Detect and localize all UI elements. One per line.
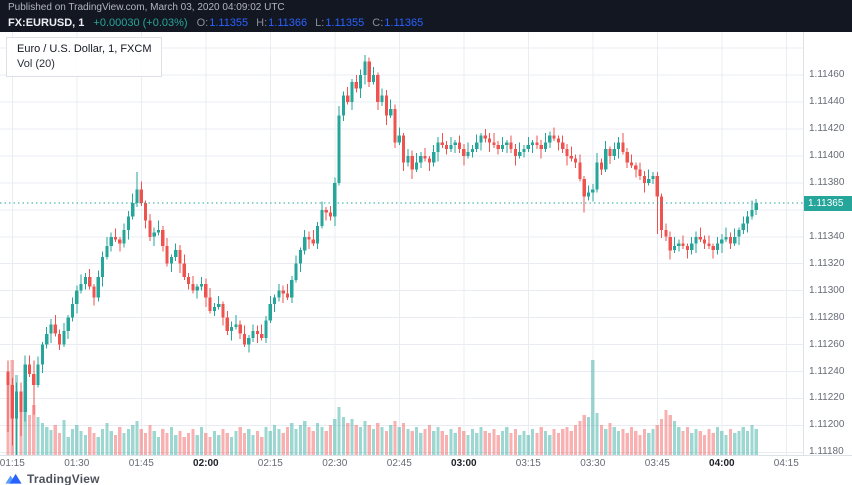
open-label: O: <box>196 17 209 29</box>
price-axis-label: 1.11300 <box>809 284 845 296</box>
time-axis-label: 01:30 <box>64 458 90 469</box>
price-axis-label: 1.11220 <box>809 392 845 404</box>
tradingview-logo-icon[interactable] <box>5 472 22 485</box>
time-axis-label: 02:30 <box>322 458 348 469</box>
time-axis-label: 02:45 <box>386 458 412 469</box>
price-axis-label: 1.11200 <box>809 419 845 431</box>
time-axis-label: 03:00 <box>451 458 477 469</box>
close-label: C: <box>372 17 384 29</box>
close-value: 1.11365 <box>384 17 424 29</box>
price-axis-label: 1.11280 <box>809 311 845 323</box>
legend-symbol: Euro / U.S. Dollar, 1, FXCM <box>17 43 152 55</box>
ohlc-low: L:1.11355 <box>315 15 364 32</box>
chart-area[interactable]: Euro / U.S. Dollar, 1, FXCM Vol (20) 1.1… <box>0 32 852 458</box>
current-price-label: 1.11365 <box>804 195 852 211</box>
candlestick-plot[interactable] <box>0 32 803 455</box>
legend-volume: Vol (20) <box>17 58 55 70</box>
price-axis-label: 1.11460 <box>809 69 845 81</box>
price-axis-label: 1.11180 <box>809 446 844 458</box>
chart-legend: Euro / U.S. Dollar, 1, FXCM Vol (20) <box>6 37 163 77</box>
published-line: Published on TradingView.com, March 03, … <box>8 2 285 13</box>
footer-bar: TradingView <box>0 470 852 485</box>
price-axis[interactable]: 1.11365 1.11460 1.11440 1.11420 1.11400 1.11… <box>803 32 852 458</box>
open-value: 1.11355 <box>209 17 249 29</box>
price-axis-label: 1.11340 <box>809 230 845 242</box>
symbol-name: FX:EURUSD, 1 <box>8 17 85 29</box>
price-axis-label: 1.11440 <box>809 96 845 108</box>
high-label: H: <box>256 17 268 29</box>
price-axis-label: 1.11380 <box>809 176 845 188</box>
symbol-line: FX:EURUSD, 1 +0.00030 (+0.03%) O:1.11355… <box>0 15 852 32</box>
time-axis-label: 01:45 <box>128 458 154 469</box>
price-axis-label: 1.11320 <box>809 257 845 269</box>
ohlc-open: O:1.11355 <box>197 15 249 32</box>
high-value: 1.11366 <box>268 17 308 29</box>
brand-name[interactable]: TradingView <box>27 471 100 485</box>
ohlc-high: H:1.11366 <box>256 15 307 32</box>
ohlc-values: O:1.11355 H:1.11366 L:1.11355 C:1.11365 <box>197 15 424 32</box>
low-value: 1.11355 <box>325 17 365 29</box>
time-axis-label: 04:15 <box>773 458 799 469</box>
ohlc-close: C:1.11365 <box>372 15 423 32</box>
low-label: L: <box>315 17 325 29</box>
time-axis-label: 04:00 <box>709 458 735 469</box>
price-change: +0.00030 (+0.03%) <box>93 17 188 29</box>
time-axis-label: 02:00 <box>193 458 219 469</box>
price-axis-label: 1.11420 <box>809 123 845 134</box>
price-axis-label: 1.11260 <box>809 338 845 350</box>
price-axis-label: 1.11240 <box>809 365 845 377</box>
time-axis-label: 01:15 <box>0 458 25 469</box>
time-axis-label: 02:15 <box>257 458 283 469</box>
time-axis[interactable]: 01:15 01:30 01:45 02:00 02:15 02:30 02:45 03:00… <box>0 455 852 470</box>
header-bar: Published on TradingView.com, March 03, … <box>0 0 852 32</box>
time-axis-label: 03:15 <box>515 458 541 469</box>
price-axis-label: 1.11400 <box>809 149 845 161</box>
time-axis-label: 03:45 <box>644 458 670 469</box>
time-axis-label: 03:30 <box>580 458 606 469</box>
